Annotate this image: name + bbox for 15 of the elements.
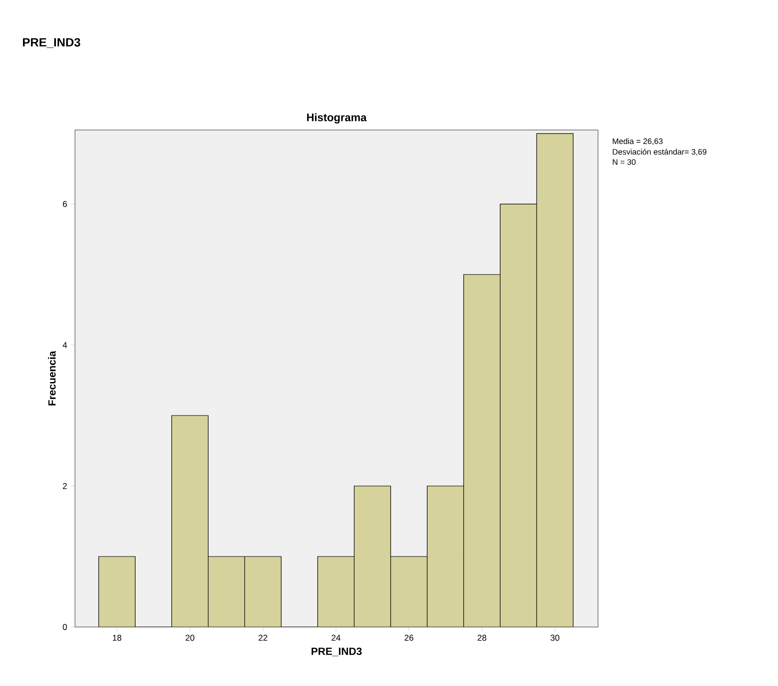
- y-tick-label: 4: [62, 342, 67, 348]
- x-tick-label: 22: [258, 634, 268, 641]
- y-tick-label: 6: [62, 201, 67, 208]
- x-tick-label: 30: [550, 634, 560, 641]
- x-tick-label: 18: [112, 634, 122, 641]
- chart-title: Histograma: [307, 113, 367, 124]
- x-tick-label: 24: [332, 634, 340, 641]
- y-tick-label: 0: [62, 624, 67, 630]
- x-tick-label: 20: [186, 634, 194, 641]
- y-tick-label: 2: [62, 483, 67, 489]
- y-axis-title: Frecuencia: [48, 350, 56, 406]
- x-tick-label: 28: [478, 634, 486, 641]
- x-axis-title: PRE_IND3: [312, 648, 362, 656]
- x-tick-label: 26: [404, 634, 414, 641]
- chart-subtitle: PRE_IND3: [22, 38, 80, 48]
